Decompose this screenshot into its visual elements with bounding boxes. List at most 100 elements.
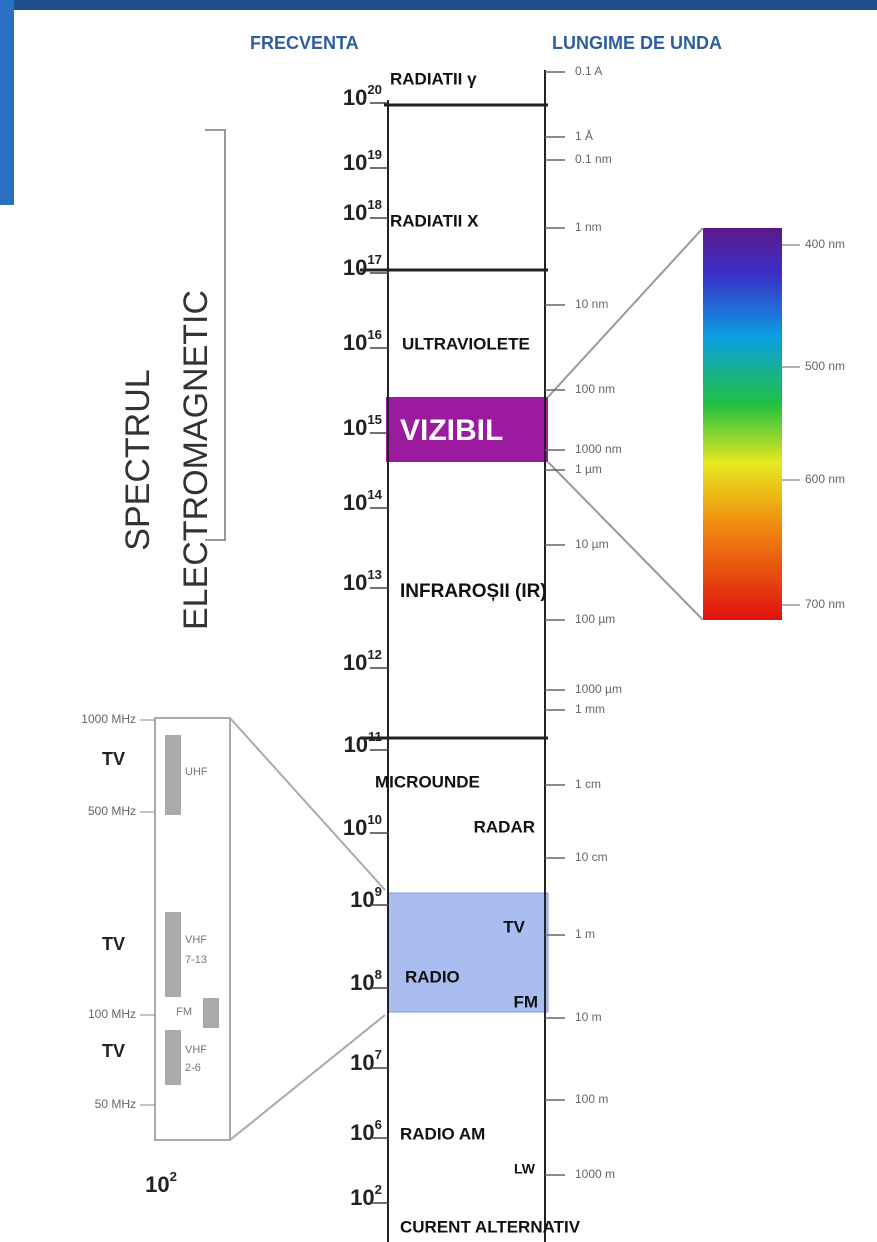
- power-exponent: 7: [375, 1047, 382, 1062]
- band-label: LW: [514, 1161, 536, 1177]
- wavelength-label: 0.1 nm: [575, 152, 612, 166]
- power-base: 10: [343, 415, 367, 440]
- band-label: CURENT ALTERNATIV: [400, 1217, 581, 1236]
- band-bar: [165, 912, 181, 997]
- power-base: 10: [343, 650, 367, 675]
- inset-footer: 102: [145, 1169, 177, 1196]
- inset-label: TV: [102, 934, 125, 954]
- frequency-label: 1015: [343, 412, 382, 439]
- wavelength-label: 1 µm: [575, 462, 602, 476]
- frequency-label: 102: [350, 1182, 382, 1209]
- inset-label: TV: [102, 749, 125, 769]
- power-exponent: 2: [375, 1182, 382, 1197]
- band-label: TV: [503, 917, 525, 936]
- frequency-label: 108: [350, 967, 382, 994]
- band-bar: [203, 998, 219, 1028]
- frequency-label: 1013: [343, 567, 382, 594]
- band-label: INFRAROȘII (IR): [400, 581, 547, 602]
- power-exponent: 12: [367, 647, 382, 662]
- power-exponent: 19: [367, 147, 382, 162]
- band-label: MICROUNDE: [375, 772, 480, 791]
- power-exponent: 2: [170, 1169, 177, 1184]
- wavelength-label: 1000 m: [575, 1167, 615, 1181]
- power-base: 10: [343, 150, 367, 175]
- power-base: 10: [145, 1172, 169, 1197]
- wavelength-label: 1 cm: [575, 777, 601, 791]
- radio-box: [387, 892, 549, 1013]
- zoom-line: [547, 461, 704, 621]
- frequency-label: 1018: [343, 197, 382, 224]
- wavelength-label: 10 µm: [575, 537, 609, 551]
- wavelength-label: 100 m: [575, 1092, 608, 1106]
- band-label: FM: [513, 992, 538, 1011]
- inset-label: FM: [176, 1006, 192, 1018]
- power-exponent: 14: [367, 487, 382, 502]
- band-label: RADIATII γ: [390, 69, 477, 88]
- power-base: 10: [350, 887, 374, 912]
- zoom-line: [547, 227, 704, 398]
- frequency-label: 107: [350, 1047, 382, 1074]
- power-exponent: 16: [367, 327, 382, 342]
- power-base: 10: [350, 1120, 374, 1145]
- inset-frequency: 1000 MHz: [81, 712, 136, 726]
- band-label: RADIO: [405, 967, 460, 986]
- wavelength-label: 10 cm: [575, 850, 608, 864]
- inset-frequency: 100 MHz: [88, 1007, 136, 1021]
- frequency-label: 1012: [343, 647, 382, 674]
- power-base: 10: [350, 970, 374, 995]
- power-base: 10: [343, 330, 367, 355]
- wavelength-label: 10 m: [575, 1010, 602, 1024]
- wavelength-label: 100 µm: [575, 612, 615, 626]
- header-frequency: FRECVENTA: [250, 33, 359, 53]
- band-label: RADIATII X: [390, 211, 479, 230]
- inset-label: VHF: [185, 934, 207, 946]
- spectrum-label: 700 nm: [805, 597, 845, 611]
- inset-label: VHF: [185, 1044, 207, 1056]
- band-bar: [165, 735, 181, 815]
- frequency-label: 1020: [343, 82, 382, 109]
- inset-label: 7-13: [185, 954, 207, 966]
- band-label: RADAR: [474, 817, 535, 836]
- inset-label: TV: [102, 1041, 125, 1061]
- wavelength-label: 1 m: [575, 927, 595, 941]
- inset-label: UHF: [185, 766, 208, 778]
- spectrum-label: 400 nm: [805, 237, 845, 251]
- inset-frequency: 50 MHz: [95, 1097, 136, 1111]
- wavelength-label: 1 nm: [575, 220, 602, 234]
- band-label: VIZIBIL: [400, 414, 503, 447]
- power-base: 10: [343, 255, 367, 280]
- power-exponent: 10: [367, 812, 382, 827]
- wavelength-label: 1 mm: [575, 702, 605, 716]
- power-base: 10: [343, 200, 367, 225]
- frequency-label: 1014: [343, 487, 383, 514]
- spectrum-label: 500 nm: [805, 359, 845, 373]
- visible-box: [386, 397, 548, 462]
- top-bar: [0, 0, 877, 10]
- power-base: 10: [343, 85, 367, 110]
- title-line: SPECTRUL: [119, 369, 157, 550]
- frequency-label: 1019: [343, 147, 382, 174]
- inset-frequency: 500 MHz: [88, 804, 136, 818]
- power-exponent: 8: [375, 967, 382, 982]
- power-base: 10: [350, 1185, 374, 1210]
- power-base: 10: [343, 490, 367, 515]
- power-base: 10: [344, 732, 368, 757]
- wavelength-label: 1000 µm: [575, 682, 622, 696]
- power-base: 10: [343, 570, 367, 595]
- side-bar: [0, 0, 14, 205]
- power-exponent: 9: [375, 884, 382, 899]
- spectrum-bar: [703, 228, 782, 620]
- wavelength-label: 10 nm: [575, 297, 608, 311]
- inset-label: 2-6: [185, 1062, 201, 1074]
- title-line: ELECTROMAGNETIC: [177, 290, 215, 630]
- power-exponent: 13: [367, 567, 382, 582]
- frequency-label: 1011: [344, 729, 382, 756]
- wavelength-label: 1 Å: [575, 128, 593, 143]
- power-exponent: 11: [368, 729, 382, 744]
- frequency-label: 109: [350, 884, 382, 911]
- power-exponent: 20: [367, 82, 382, 97]
- power-exponent: 15: [367, 412, 382, 427]
- wavelength-label: 0.1 A: [575, 64, 602, 78]
- band-label: ULTRAVIOLETE: [402, 334, 530, 353]
